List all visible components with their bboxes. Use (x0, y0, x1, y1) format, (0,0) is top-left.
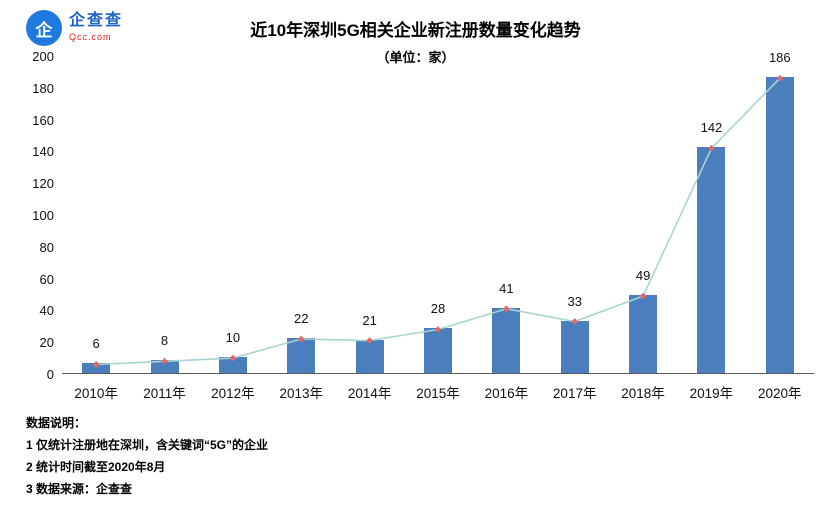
y-axis-tick-label: 80 (39, 239, 54, 255)
bar-value-label: 10 (225, 330, 241, 346)
x-axis-tick-label: 2010年 (74, 386, 118, 401)
note-item: 1 仅统计注册地在深圳，含关键词“5G”的企业 (26, 438, 269, 452)
bar-value-label: 6 (92, 336, 100, 352)
bar-value-label: 22 (294, 311, 309, 327)
bar-2011年 (150, 360, 179, 373)
data-notes: 数据说明： 1 仅统计注册地在深圳，含关键词“5G”的企业 2 统计时间截至20… (26, 412, 268, 500)
y-axis-tick-label: 200 (32, 49, 54, 64)
chart-title: 近10年深圳5G相关企业新注册数量变化趋势 (250, 21, 581, 40)
bar-2010年 (82, 363, 111, 373)
bar-2015年 (424, 328, 452, 373)
x-axis-tick-label: 2017年 (552, 386, 597, 401)
x-axis-tick-label: 2020年 (758, 386, 802, 401)
y-axis-tick-label: 100 (32, 208, 54, 223)
y-axis-tick-label: 180 (32, 80, 54, 96)
y-axis-tick-label: 0 (46, 367, 54, 382)
bar-2018年 (629, 295, 658, 373)
plot-area: 6 8 10 22 21 28 41 33 49 142 186 (62, 50, 814, 374)
chart-subtitle: （单位：家） (376, 50, 455, 65)
bar-value-label: 21 (362, 312, 377, 328)
x-axis-tick-label: 2018年 (621, 386, 665, 401)
bar-2019年 (697, 147, 726, 373)
bar-2016年 (492, 307, 521, 373)
bar-2014年 (355, 339, 384, 373)
y-axis-tick-label: 40 (39, 303, 54, 319)
qcc-logo-name-en: Qcc.com (69, 32, 112, 43)
bar-2012年 (218, 357, 247, 373)
x-axis-tick-label: 2013年 (279, 386, 324, 401)
y-axis-tick-label: 20 (39, 335, 54, 351)
y-axis-tick-label: 60 (39, 271, 54, 287)
bar-value-label: 49 (635, 268, 651, 284)
notes-heading: 数据说明： (26, 416, 87, 430)
x-axis-tick-label: 2014年 (347, 386, 392, 401)
bar-value-label: 8 (160, 333, 169, 349)
y-axis-tick-label: 140 (32, 144, 54, 160)
note-item: 2 统计时间截至2020年8月 (26, 460, 166, 474)
qcc-logo-text: 企查查 Qcc.com (69, 12, 124, 43)
x-axis-tick-label: 2019年 (689, 386, 734, 401)
bar-value-label: 33 (567, 293, 582, 309)
bar-value-label: 28 (430, 301, 446, 317)
x-axis-tick-label: 2011年 (143, 386, 186, 401)
x-axis: 2010年 2011年 2012年 2013年 2014年 2015年 2016年 2017年… (62, 382, 814, 402)
bar-value-label: 41 (499, 280, 514, 296)
x-axis-tick-label: 2015年 (416, 386, 460, 401)
bar-2017年 (560, 320, 589, 373)
y-axis-tick-label: 160 (32, 112, 54, 128)
bar-2013年 (287, 338, 316, 373)
trend-line (96, 77, 781, 366)
bar-value-label: 142 (700, 120, 723, 136)
y-axis: 0 20 40 60 80 100 120 140 160 180 200 (22, 49, 62, 382)
bar-chart: 0 20 40 60 80 100 120 140 160 180 200 6 8 10 22 21 28 41… (22, 49, 814, 402)
qcc-logo-name-cn: 企查查 (69, 12, 124, 30)
y-axis-tick-label: 120 (32, 176, 54, 192)
bar-2020年 (765, 77, 794, 373)
qcc-logo-icon: 企 (26, 10, 62, 46)
bar-value-label: 186 (768, 50, 791, 66)
x-axis-tick-label: 2012年 (211, 386, 255, 401)
note-item: 3 数据来源：企查查 (26, 482, 133, 496)
qcc-logo: 企 企查查 Qcc.com (26, 10, 123, 46)
x-axis-tick-label: 2016年 (484, 386, 529, 401)
